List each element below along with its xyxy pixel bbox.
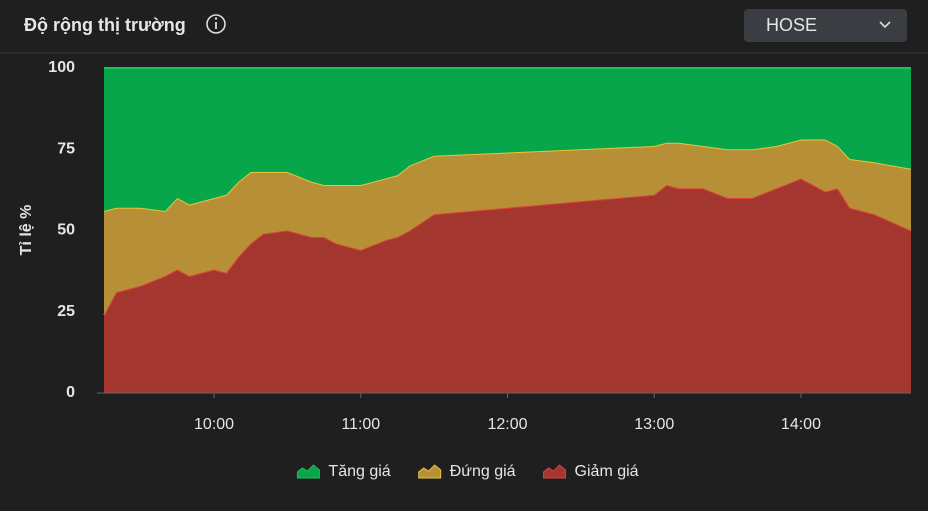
- x-tick-label: 12:00: [487, 416, 527, 433]
- x-tick-label: 11:00: [341, 416, 380, 433]
- title: Độ rộng thị trường: [24, 15, 186, 35]
- legend-label: Tăng giá: [328, 463, 390, 480]
- dropdown-arrow: [879, 21, 891, 29]
- x-tick-label: 13:00: [634, 416, 674, 433]
- x-tick-label: 14:00: [781, 416, 821, 433]
- dropdown[interactable]: HOSE: [744, 9, 907, 42]
- y-tick-label: 100: [48, 59, 75, 76]
- y-tick-label: 25: [57, 303, 75, 320]
- legend-icon: [418, 464, 442, 479]
- legend-item[interactable]: Giảm giá: [543, 463, 639, 480]
- area: [104, 139, 911, 315]
- y-tick-label: 50: [57, 222, 75, 239]
- y-tick-label: 0: [66, 384, 75, 401]
- legend: Tăng giá Đứng giá Giảm giá: [296, 463, 639, 480]
- info-icon[interactable]: [206, 14, 226, 34]
- legend-icon: [296, 464, 320, 479]
- y-axis-label: Tỉ lệ %: [18, 205, 35, 256]
- area: [104, 178, 911, 393]
- legend-item[interactable]: Đứng giá: [418, 463, 516, 480]
- dropdown-label: HOSE: [766, 15, 817, 35]
- legend-label: Giảm giá: [575, 463, 639, 480]
- legend-item[interactable]: Tăng giá: [296, 463, 391, 480]
- x-tick-label: 10:00: [194, 416, 234, 433]
- legend-label: Đứng giá: [450, 463, 516, 480]
- legend-icon: [543, 464, 567, 479]
- area: [104, 68, 911, 211]
- y-tick-label: 75: [57, 140, 75, 157]
